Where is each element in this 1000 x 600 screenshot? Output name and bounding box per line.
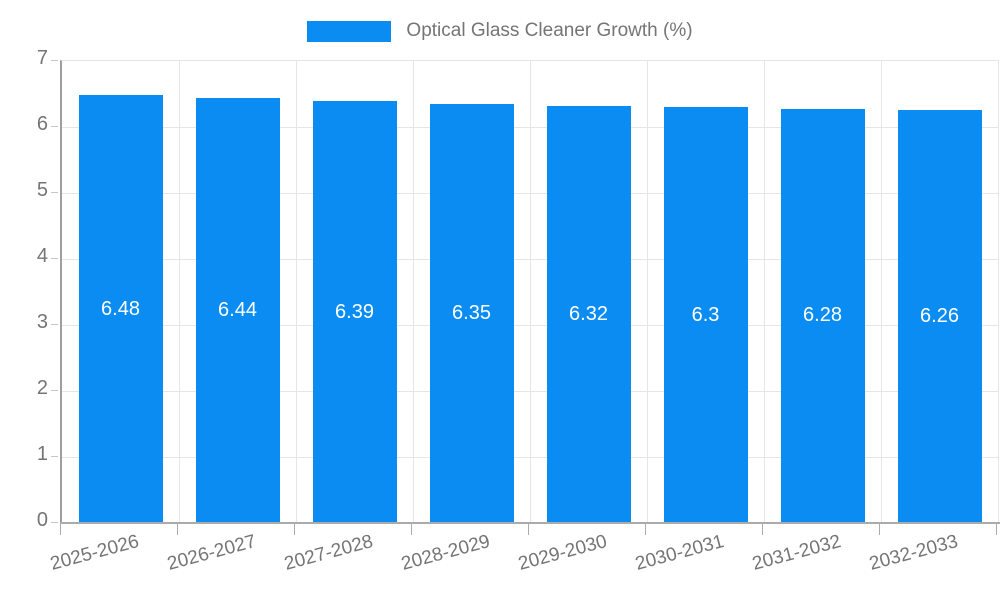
y-axis-tick xyxy=(51,522,58,523)
y-axis-tick xyxy=(51,192,58,193)
bar-value-label: 6.26 xyxy=(920,304,959,327)
x-gridline xyxy=(763,61,765,523)
bar-2029-2030[interactable]: 6.32 xyxy=(546,105,631,523)
y-axis-label: 3 xyxy=(36,311,48,333)
legend-label: Optical Glass Cleaner Growth (%) xyxy=(406,20,693,41)
y-axis-label: 4 xyxy=(36,245,48,267)
bar-2025-2026[interactable]: 6.48 xyxy=(78,95,163,523)
bar-value-label: 6.28 xyxy=(803,304,842,327)
y-axis-label: 0 xyxy=(36,509,48,531)
legend[interactable]: Optical Glass Cleaner Growth (%) xyxy=(0,20,1000,42)
bar-value-label: 6.32 xyxy=(569,302,608,325)
x-gridline xyxy=(412,61,414,523)
x-axis-label: 2029-2030 xyxy=(515,531,609,575)
x-axis-label: 2032-2033 xyxy=(866,531,960,575)
y-axis-tick xyxy=(51,258,58,259)
y-axis-tick xyxy=(51,60,58,61)
bar-value-label: 6.48 xyxy=(101,297,140,320)
y-axis-label: 1 xyxy=(36,443,48,465)
x-gridline xyxy=(295,61,297,523)
x-axis-tick xyxy=(645,523,646,535)
x-gridline xyxy=(880,61,882,523)
x-axis-label: 2026-2027 xyxy=(164,531,258,575)
x-gridline xyxy=(529,61,531,523)
x-axis-tick xyxy=(879,523,880,535)
y-axis-label: 6 xyxy=(36,113,48,135)
x-axis-label: 2030-2031 xyxy=(632,531,726,575)
y-axis-tick xyxy=(51,324,58,325)
y-axis-label: 2 xyxy=(36,377,48,399)
x-axis-label: 2028-2029 xyxy=(398,531,492,575)
y-axis-label: 5 xyxy=(36,179,48,201)
x-axis-label: 2031-2032 xyxy=(749,531,843,575)
plot-area: 6.48 6.44 6.39 6.35 6.32 6.3 6.28 6.26 xyxy=(60,60,1000,524)
bar-value-label: 6.3 xyxy=(691,303,720,326)
bar-2031-2032[interactable]: 6.28 xyxy=(780,108,865,523)
bar-2027-2028[interactable]: 6.39 xyxy=(312,101,397,523)
bar-2030-2031[interactable]: 6.3 xyxy=(663,107,748,523)
bar-2026-2027[interactable]: 6.44 xyxy=(195,97,280,523)
x-axis-line xyxy=(60,522,1000,524)
y-axis-label: 7 xyxy=(36,47,48,69)
bar-2028-2029[interactable]: 6.35 xyxy=(429,103,514,523)
x-axis-label: 2027-2028 xyxy=(281,531,375,575)
x-axis-label: 2025-2026 xyxy=(47,531,141,575)
y-axis-tick xyxy=(51,390,58,391)
x-axis-tick xyxy=(60,523,61,535)
legend-swatch[interactable] xyxy=(307,20,392,42)
x-axis-tick xyxy=(528,523,529,535)
y-axis-tick xyxy=(51,456,58,457)
x-gridline xyxy=(178,61,180,523)
x-axis-tick xyxy=(294,523,295,535)
x-gridline xyxy=(646,61,648,523)
bar-value-label: 6.35 xyxy=(452,301,491,324)
y-axis-tick xyxy=(51,126,58,127)
bar-value-label: 6.44 xyxy=(218,298,257,321)
x-axis-tick xyxy=(762,523,763,535)
bar-value-label: 6.39 xyxy=(335,300,374,323)
x-axis-tick xyxy=(177,523,178,535)
bar-2032-2033[interactable]: 6.26 xyxy=(897,109,982,523)
x-axis-tick xyxy=(996,523,997,535)
x-axis-tick xyxy=(411,523,412,535)
